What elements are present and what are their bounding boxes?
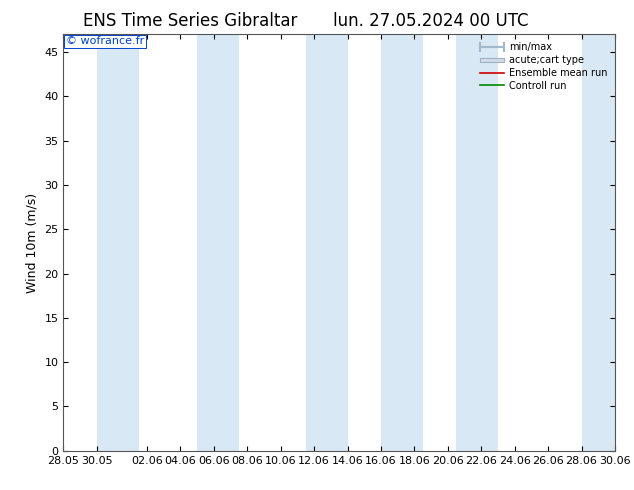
Bar [97, 34, 139, 451]
Text: lun. 27.05.2024 00 UTC: lun. 27.05.2024 00 UTC [333, 12, 529, 30]
Bar [381, 34, 423, 451]
Text: © wofrance.fr: © wofrance.fr [66, 36, 145, 47]
Bar [197, 34, 239, 451]
Y-axis label: Wind 10m (m/s): Wind 10m (m/s) [26, 193, 39, 293]
Bar [306, 34, 347, 451]
Text: ENS Time Series Gibraltar: ENS Time Series Gibraltar [83, 12, 297, 30]
Legend: min/max, acute;cart type, Ensemble mean run, Controll run: min/max, acute;cart type, Ensemble mean … [477, 39, 610, 94]
Bar [581, 34, 615, 451]
Bar [456, 34, 498, 451]
